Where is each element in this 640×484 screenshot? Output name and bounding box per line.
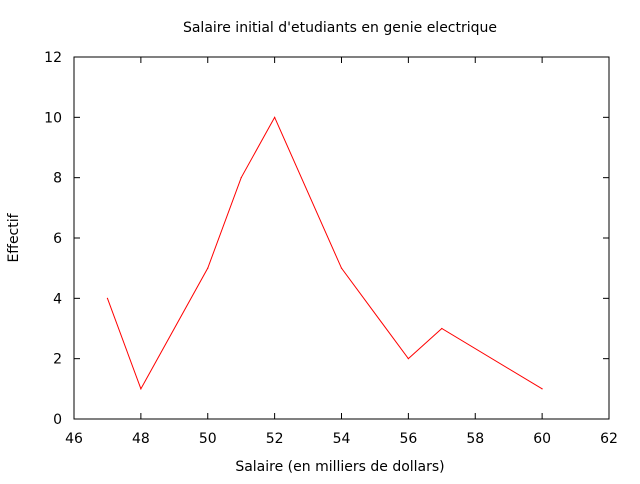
x-tick-label: 54 (333, 431, 351, 447)
data-point (407, 358, 409, 360)
data-point (207, 267, 209, 269)
data-point (240, 177, 242, 179)
x-tick-label: 60 (533, 431, 551, 447)
x-axis: 46 48 50 52 54 56 58 60 62 (65, 57, 618, 447)
data-point (541, 388, 543, 390)
x-axis-label: Salaire (en milliers de dollars) (235, 459, 444, 475)
data-point (441, 327, 443, 330)
x-tick-label: 56 (399, 431, 417, 447)
y-tick-label: 2 (53, 352, 62, 368)
data-point (340, 267, 343, 269)
chart-title: Salaire initial d'etudiants en genie ele… (183, 20, 497, 36)
data-point (106, 297, 109, 299)
series-layer (106, 116, 543, 391)
x-tick-label: 46 (65, 431, 83, 447)
x-tick-label: 50 (199, 431, 217, 447)
y-tick-label: 10 (44, 110, 62, 126)
y-tick-label: 12 (44, 50, 62, 66)
series-line (106, 116, 543, 391)
y-tick-label: 8 (53, 171, 62, 187)
y-tick-label: 0 (53, 412, 62, 428)
y-axis: 0 2 4 6 8 10 12 (44, 50, 609, 428)
y-tick-label: 4 (53, 291, 62, 307)
x-tick-label: 48 (132, 431, 150, 447)
data-point (274, 116, 276, 118)
data-point (140, 388, 142, 390)
y-tick-label: 6 (53, 231, 62, 247)
y-axis-label: Effectif (6, 212, 22, 262)
x-tick-label: 62 (600, 431, 618, 447)
x-tick-label: 52 (266, 431, 284, 447)
x-tick-label: 58 (466, 431, 484, 447)
